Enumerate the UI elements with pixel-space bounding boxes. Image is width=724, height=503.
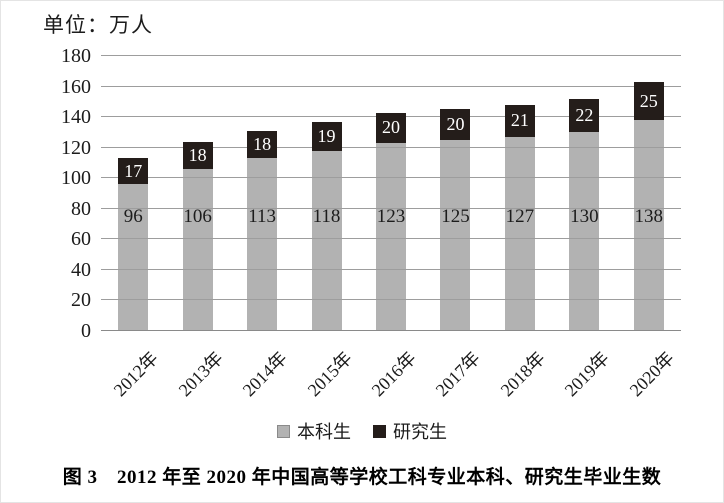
bar-slot: 21 127	[488, 56, 552, 331]
grad-bar-segment: 19	[311, 121, 342, 151]
undergrad-bar-segment	[569, 132, 600, 331]
undergrad-value-label: 123	[376, 206, 406, 227]
y-tick-label: 120	[61, 136, 91, 159]
undergrad-value-label: 127	[505, 206, 535, 227]
gridline	[101, 85, 681, 87]
legend-label-grad: 研究生	[393, 422, 447, 442]
undergrad-bar-segment	[182, 169, 213, 331]
undergrad-value-label: 138	[634, 206, 664, 227]
undergrad-value-label: 96	[123, 206, 143, 227]
x-tick-label: 2020年	[625, 347, 678, 401]
x-tick-label: 2015年	[303, 347, 356, 401]
y-tick-label: 140	[61, 106, 91, 129]
undergrad-bar-segment	[375, 143, 406, 331]
y-axis-unit-label: 单位：万人	[43, 13, 153, 37]
x-tick-label: 2017年	[432, 347, 485, 401]
grad-swatch-icon	[373, 424, 386, 438]
y-tick-label: 60	[71, 228, 91, 251]
grad-bar-segment: 21	[504, 104, 535, 137]
undergrad-bar-segment	[504, 136, 535, 331]
y-tick-label: 100	[61, 167, 91, 190]
gridline	[101, 207, 681, 209]
legend-item-undergrad: 本科生	[277, 418, 351, 444]
undergrad-bar-segment	[633, 120, 664, 331]
y-tick-label: 0	[81, 320, 91, 342]
undergrad-bar-segment	[440, 140, 471, 331]
bar-slot: 25 138	[617, 56, 681, 331]
undergrad-bar-segment	[311, 150, 342, 331]
bar-slot: 18 113	[230, 56, 294, 331]
y-tick-label: 80	[71, 197, 91, 220]
x-tick-label: 2012年	[109, 347, 163, 401]
legend-label-undergrad: 本科生	[297, 422, 351, 442]
undergrad-value-label: 106	[183, 206, 212, 227]
undergrad-bar-segment	[247, 158, 278, 331]
grad-bar-segment: 25	[633, 81, 664, 121]
x-tick-label: 2019年	[560, 347, 614, 401]
bar-slot: 22 130	[552, 56, 616, 331]
gridline	[101, 55, 681, 56]
grad-bar-segment: 18	[182, 141, 213, 170]
x-tick-label: 2018年	[496, 347, 549, 401]
y-tick-label: 180	[61, 45, 91, 67]
x-tick-label: 2014年	[238, 347, 292, 401]
grad-bar-segment: 20	[375, 112, 406, 144]
gridline	[101, 268, 681, 270]
grad-bar-segment: 17	[118, 158, 149, 185]
undergrad-value-label: 130	[570, 206, 599, 227]
chart-legend: 本科生 研究生	[1, 418, 723, 444]
legend-item-grad: 研究生	[373, 418, 447, 444]
bar-slot: 20 123	[359, 56, 423, 331]
y-tick-label: 20	[71, 289, 91, 312]
gridline	[101, 299, 681, 301]
figure-caption: 图 3 2012 年至 2020 年中国高等学校工科专业本科、研究生毕业生数	[62, 467, 662, 488]
bar-slot: 20 125	[423, 56, 487, 331]
gridline	[101, 330, 681, 331]
y-tick-label: 160	[61, 75, 91, 98]
grad-bar-segment: 18	[247, 130, 278, 159]
undergrad-value-label: 125	[441, 206, 470, 227]
grad-bar-segment: 20	[440, 109, 471, 141]
undergrad-swatch-icon	[277, 424, 290, 438]
undergrad-value-label: 118	[312, 206, 341, 227]
x-tick-label: 2013年	[174, 347, 227, 401]
gridline	[101, 177, 681, 179]
x-tick-label: 2016年	[367, 347, 420, 401]
plot-area: 17 96 18 106 18 113 19 118 20 123 20 125 21 127 22 130 2…	[101, 55, 681, 331]
grad-bar-segment: 22	[569, 98, 600, 133]
gridline	[101, 238, 681, 240]
bar-slot: 17 96	[101, 56, 165, 331]
undergrad-bar-segment	[118, 184, 149, 331]
y-tick-label: 40	[71, 258, 91, 281]
gridline	[101, 146, 681, 148]
bar-slot: 19 118	[294, 56, 358, 331]
bar-slot: 18 106	[165, 56, 229, 331]
undergrad-value-label: 113	[248, 206, 276, 227]
